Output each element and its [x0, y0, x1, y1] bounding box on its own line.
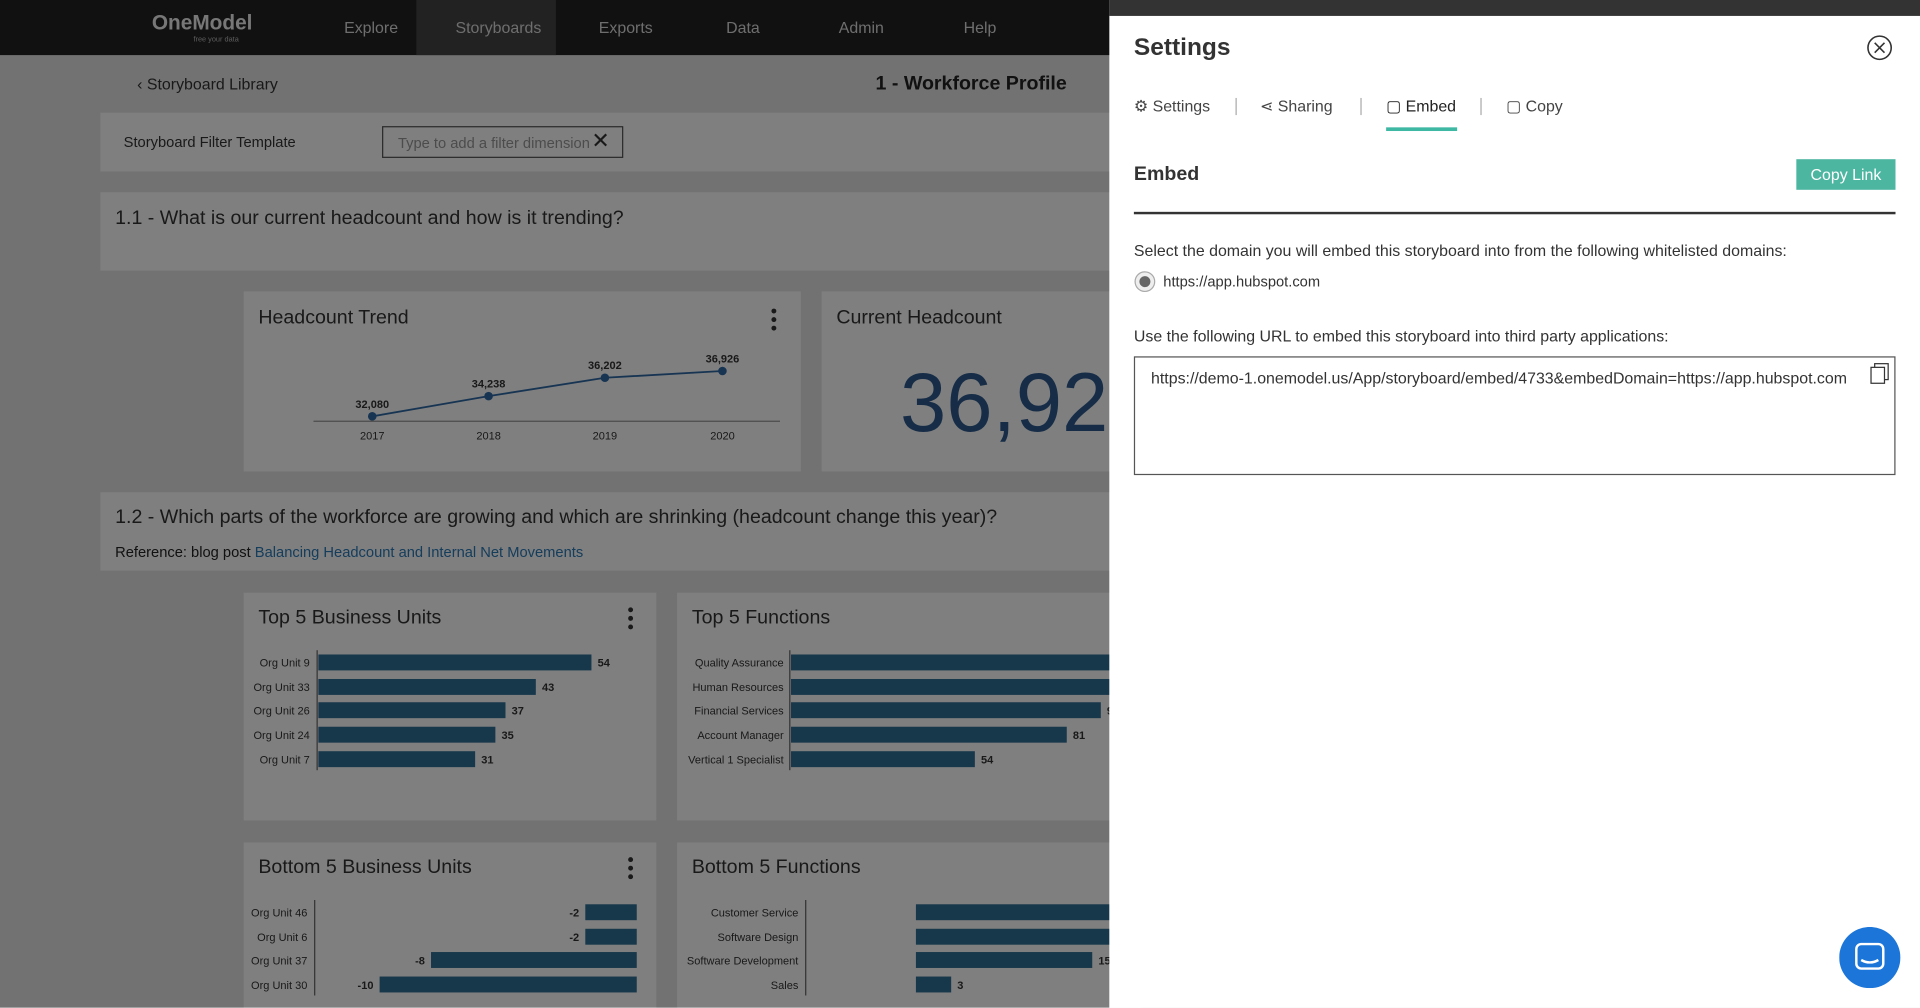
radio[interactable]: [1134, 271, 1156, 293]
tab-label[interactable]: Copy: [1525, 96, 1563, 116]
modal-overlay[interactable]: [0, 0, 1110, 1008]
tab-embed[interactable]: ▢ Embed: [1386, 96, 1457, 116]
url-prompt: Use the following URL to embed this stor…: [1133, 326, 1669, 346]
tab-sharing[interactable]: ⋖ Sharing: [1260, 96, 1333, 116]
active-tab-indicator: [1386, 127, 1458, 132]
tab-separator: [1360, 97, 1362, 116]
tab-separator: [1480, 97, 1482, 116]
chat-button[interactable]: [1839, 926, 1901, 989]
divider: [1133, 211, 1896, 215]
settings-panel: Settings ⚙ Settings ⋖ Sharing ▢ Embed ▢ …: [1109, 0, 1920, 1008]
url-box[interactable]: https://demo-1.onemodel.us/App/storyboar…: [1133, 356, 1896, 476]
tab-settings[interactable]: ⚙ Settings: [1133, 96, 1211, 116]
tab-label[interactable]: Embed: [1405, 96, 1457, 116]
copy-icon[interactable]: [1870, 362, 1890, 384]
embed-url: https://demo-1.onemodel.us/App/storyboar…: [1151, 368, 1848, 387]
domain-prompt: Select the domain you will embed this st…: [1133, 241, 1787, 260]
section-title: Embed: [1133, 164, 1200, 185]
close-button[interactable]: [1866, 34, 1893, 61]
panel-title: Settings: [1133, 34, 1231, 62]
tab-label[interactable]: Settings: [1152, 96, 1211, 116]
tab-label[interactable]: Sharing: [1277, 96, 1333, 116]
panel-top-strip: [1109, 0, 1920, 16]
tab-separator: [1235, 97, 1237, 116]
copy-link-button[interactable]: Copy Link: [1796, 159, 1896, 190]
domain-option[interactable]: https://app.hubspot.com: [1163, 273, 1321, 291]
tab-copy[interactable]: ▢ Copy: [1506, 96, 1563, 116]
